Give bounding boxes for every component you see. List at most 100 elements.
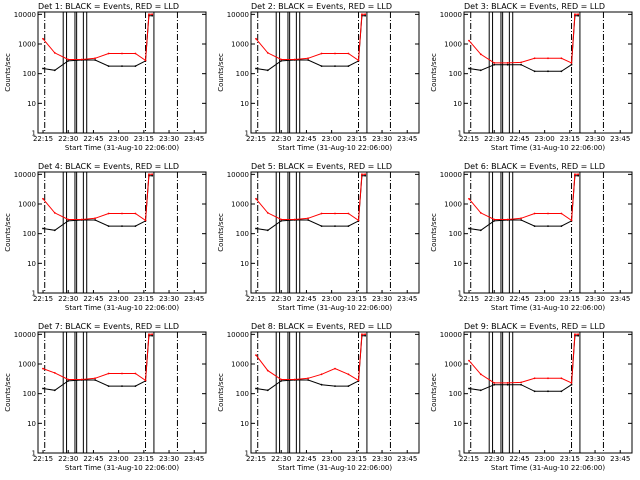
y-tick-label: 1 bbox=[458, 290, 462, 298]
data-point bbox=[280, 378, 283, 381]
data-point bbox=[506, 63, 509, 66]
y-axis-label: Counts/sec bbox=[430, 373, 438, 412]
data-point bbox=[334, 212, 336, 215]
data-point bbox=[280, 220, 283, 222]
data-point bbox=[151, 14, 154, 17]
data-point bbox=[479, 229, 482, 232]
data-point bbox=[42, 367, 44, 370]
data-point bbox=[320, 383, 323, 386]
data-point bbox=[94, 379, 96, 381]
x-tick-label: 23:45 bbox=[397, 455, 417, 463]
y-tick-label: 10000 bbox=[440, 331, 462, 339]
y-tick-label: 1000 bbox=[444, 361, 462, 369]
y-tick-label: 100 bbox=[449, 390, 462, 398]
data-point bbox=[53, 52, 56, 54]
data-point bbox=[570, 63, 573, 66]
data-point bbox=[134, 372, 137, 375]
data-point bbox=[148, 333, 150, 336]
series-line bbox=[42, 335, 153, 391]
y-axis-label: Counts/sec bbox=[4, 213, 12, 252]
y-tick-label: 100 bbox=[23, 70, 36, 78]
y-tick-label: 10 bbox=[27, 100, 36, 108]
data-point bbox=[53, 212, 56, 214]
data-point bbox=[364, 173, 367, 176]
x-tick-label: 23:00 bbox=[109, 455, 129, 463]
data-point bbox=[520, 63, 522, 66]
data-point bbox=[280, 60, 283, 62]
x-tick-label: 22:45 bbox=[296, 135, 316, 143]
chart-title: Det 9: BLACK = Events, RED = LLD bbox=[464, 322, 605, 331]
x-axis-label: Start Time (31-Aug-10 22:06:00) bbox=[278, 464, 392, 472]
data-point bbox=[493, 382, 496, 384]
y-tick-label: 1000 bbox=[18, 41, 36, 49]
series-line bbox=[255, 335, 366, 391]
x-axis-label: Start Time (31-Aug-10 22:06:00) bbox=[65, 304, 179, 312]
data-point bbox=[266, 69, 269, 72]
data-point bbox=[468, 39, 470, 42]
x-tick-label: 23:15 bbox=[134, 455, 154, 463]
data-point bbox=[266, 369, 269, 372]
data-point bbox=[134, 212, 137, 215]
y-tick-label: 1 bbox=[245, 290, 249, 298]
data-point bbox=[266, 229, 269, 232]
data-point bbox=[334, 65, 336, 67]
y-tick-label: 10000 bbox=[14, 331, 36, 339]
x-tick-label: 23:30 bbox=[585, 295, 605, 303]
series-line bbox=[255, 15, 366, 71]
x-tick-label: 23:00 bbox=[535, 455, 555, 463]
x-tick-label: 23:45 bbox=[397, 135, 417, 143]
data-point bbox=[493, 220, 496, 222]
data-point bbox=[520, 381, 522, 384]
x-tick-label: 23:30 bbox=[159, 135, 179, 143]
y-tick-label: 1000 bbox=[444, 201, 462, 209]
data-point bbox=[266, 389, 269, 392]
detector-panel: 1 10 100 1000 10000 22:15 22:30 22:45 23:00 23:15… bbox=[213, 320, 426, 480]
x-tick-label: 22:45 bbox=[83, 135, 103, 143]
data-point bbox=[479, 212, 482, 214]
data-point bbox=[506, 218, 509, 221]
series-line bbox=[255, 333, 366, 382]
data-point bbox=[42, 37, 44, 40]
data-point bbox=[67, 58, 70, 61]
x-tick-label: 23:30 bbox=[372, 135, 392, 143]
y-tick-label: 1000 bbox=[18, 201, 36, 209]
plot-frame bbox=[37, 171, 207, 294]
y-tick-label: 10 bbox=[240, 420, 249, 428]
data-point bbox=[107, 385, 110, 387]
data-point bbox=[320, 65, 323, 67]
x-tick-label: 23:45 bbox=[610, 295, 630, 303]
y-axis-label: Counts/sec bbox=[217, 373, 225, 412]
data-point bbox=[574, 333, 576, 336]
detector-chart: 1 10 100 1000 10000 22:15 22:30 22:45 23:00 23:15… bbox=[4, 162, 207, 312]
x-tick-label: 23:15 bbox=[134, 295, 154, 303]
data-point bbox=[280, 218, 283, 221]
y-tick-label: 100 bbox=[449, 230, 462, 238]
x-axis-label: Start Time (31-Aug-10 22:06:00) bbox=[491, 464, 605, 472]
y-tick-label: 10000 bbox=[227, 11, 249, 19]
data-point bbox=[67, 380, 70, 382]
x-tick-label: 23:30 bbox=[585, 455, 605, 463]
data-point bbox=[493, 383, 496, 386]
y-tick-label: 1000 bbox=[231, 201, 249, 209]
x-tick-label: 23:30 bbox=[159, 455, 179, 463]
data-point bbox=[67, 378, 70, 381]
data-point bbox=[520, 383, 522, 386]
data-point bbox=[577, 333, 580, 336]
plot-frame bbox=[250, 331, 420, 454]
x-axis-label: Start Time (31-Aug-10 22:06:00) bbox=[65, 144, 179, 152]
y-tick-label: 10 bbox=[453, 420, 462, 428]
detector-chart: 1 10 100 1000 10000 22:15 22:30 22:45 23:00 23:15… bbox=[430, 322, 633, 472]
data-point bbox=[364, 13, 367, 16]
x-axis-label: Start Time (31-Aug-10 22:06:00) bbox=[491, 144, 605, 152]
data-point bbox=[144, 379, 147, 382]
y-tick-label: 10000 bbox=[440, 11, 462, 19]
data-point bbox=[266, 52, 269, 54]
data-point bbox=[67, 60, 70, 62]
x-tick-label: 23:45 bbox=[184, 455, 204, 463]
data-point bbox=[347, 385, 350, 387]
data-point bbox=[151, 173, 154, 176]
series-line bbox=[468, 13, 579, 64]
data-point bbox=[468, 359, 470, 362]
data-point bbox=[533, 212, 536, 215]
data-point bbox=[42, 227, 44, 230]
